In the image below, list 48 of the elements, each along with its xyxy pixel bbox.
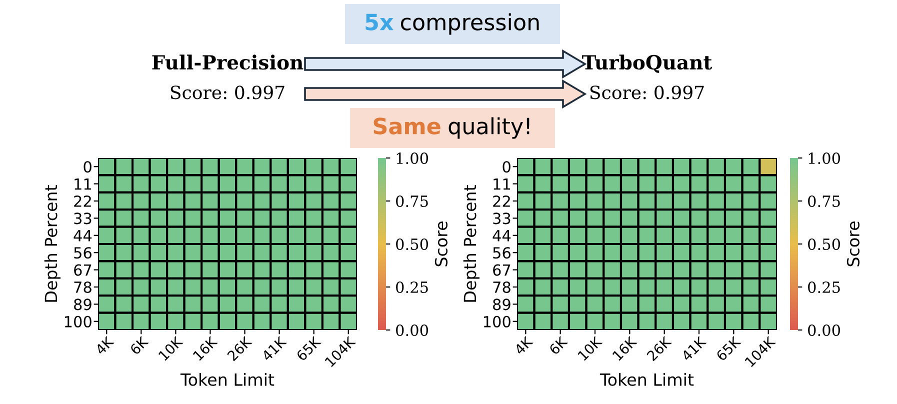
x-axis-title: Token Limit bbox=[180, 373, 274, 386]
color-bar-label: 0.25 bbox=[396, 281, 428, 294]
color-bar-label: 0.00 bbox=[808, 324, 840, 336]
y-tick-label: 89 bbox=[493, 298, 510, 310]
y-tick-label: 11 bbox=[74, 178, 92, 190]
y-tick-label: 11 bbox=[494, 178, 510, 190]
color-bar-label: 1.00 bbox=[808, 152, 840, 164]
y-tick-label: 67 bbox=[493, 264, 510, 276]
x-tick-label: 6K bbox=[129, 336, 149, 356]
text: compression bbox=[400, 13, 539, 35]
color-bar-title: Score bbox=[434, 222, 448, 266]
text: Same bbox=[374, 118, 440, 134]
text: 5x bbox=[366, 14, 394, 30]
y-tick-label: 100 bbox=[484, 316, 510, 328]
color-bar-label: 0.00 bbox=[396, 324, 428, 336]
text: quality! bbox=[448, 117, 530, 139]
y-tick-label: 67 bbox=[74, 264, 92, 276]
y-tick-label: 22 bbox=[493, 195, 510, 207]
y-tick-label: 0 bbox=[84, 161, 92, 173]
y-tick-label: 78 bbox=[74, 281, 92, 294]
y-tick-label: 78 bbox=[493, 281, 510, 294]
y-tick-label: 33 bbox=[493, 212, 510, 224]
y-axis-title: Depth Percent bbox=[463, 185, 480, 302]
chart-subtitle: Score: 0.997 bbox=[590, 86, 704, 100]
chart-title: TurboQuant bbox=[582, 54, 712, 73]
color-bar-label: 1.00 bbox=[396, 152, 428, 164]
y-tick-label: 0 bbox=[502, 161, 510, 173]
x-tick-label: 6K bbox=[548, 336, 568, 356]
y-tick-label: 56 bbox=[493, 247, 510, 259]
y-axis-title: Depth Percent bbox=[44, 185, 61, 302]
chart-title: Full-Precision bbox=[152, 54, 304, 70]
y-tick-label: 100 bbox=[64, 316, 92, 328]
y-tick-label: 22 bbox=[74, 195, 91, 207]
y-tick-label: 56 bbox=[74, 247, 92, 259]
y-tick-label: 89 bbox=[74, 298, 92, 310]
x-tick-label: 4K bbox=[514, 336, 534, 356]
x-tick-label: 4K bbox=[94, 336, 114, 356]
chart-subtitle: Score: 0.997 bbox=[170, 86, 284, 100]
x-axis-title: Token Limit bbox=[600, 373, 694, 386]
color-bar-label: 0.50 bbox=[808, 238, 840, 250]
y-tick-label: 44 bbox=[74, 230, 92, 242]
color-bar-label: 0.50 bbox=[396, 238, 428, 250]
y-tick-label: 44 bbox=[492, 230, 511, 242]
color-bar-label: 0.75 bbox=[808, 195, 840, 208]
color-bar-label: 0.25 bbox=[808, 281, 840, 294]
y-tick-label: 33 bbox=[74, 212, 92, 224]
color-bar-label: 0.75 bbox=[396, 195, 428, 208]
color-bar-title: Score bbox=[846, 222, 860, 266]
